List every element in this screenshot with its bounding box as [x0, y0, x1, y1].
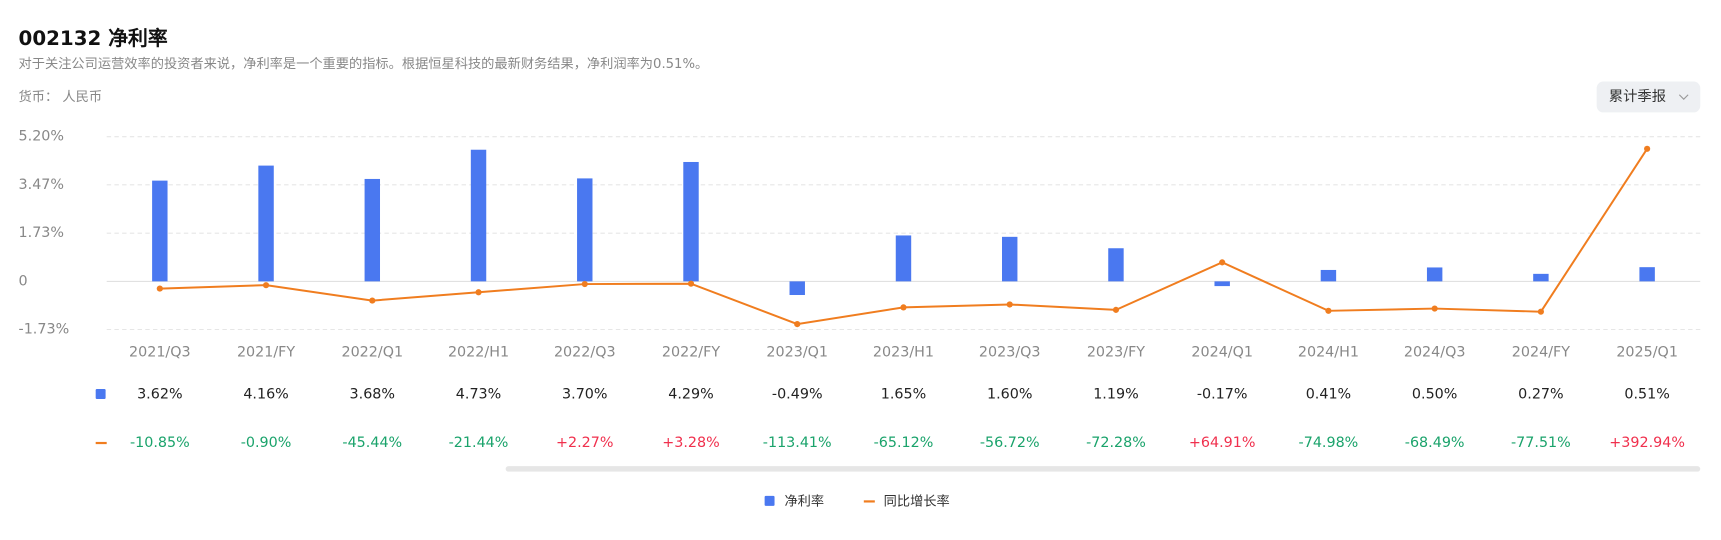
x-tick-label: 2022/Q1 — [341, 345, 403, 361]
value-label: 0.50% — [1412, 387, 1457, 403]
y-tick-label: 1.73% — [19, 225, 64, 241]
line-point — [262, 282, 270, 289]
value-label: +392.94% — [1609, 435, 1685, 451]
x-tick-label: 2024/Q1 — [1191, 345, 1253, 361]
x-tick-label: 2022/FY — [662, 345, 720, 361]
value-label: +64.91% — [1189, 435, 1256, 451]
bar — [1533, 273, 1549, 282]
table-legend-icon — [95, 389, 106, 399]
bar — [577, 178, 593, 282]
value-label: -68.49% — [1405, 435, 1465, 451]
bar — [1320, 269, 1337, 282]
value-label: -10.85% — [130, 435, 190, 451]
bar — [1002, 236, 1018, 282]
line-point — [1325, 307, 1332, 314]
y-tick-label: 5.20% — [19, 129, 64, 145]
bar — [895, 235, 912, 282]
line-point — [475, 289, 482, 296]
currency: 货币： 人民币 — [19, 88, 103, 105]
x-tick-label: 2024/Q3 — [1404, 345, 1466, 361]
x-tick-label: 2024/FY — [1512, 345, 1570, 361]
value-label: -0.90% — [241, 435, 292, 451]
x-tick-label: 2024/H1 — [1298, 345, 1359, 361]
value-label: -56.72% — [980, 435, 1040, 451]
bar — [1214, 281, 1230, 287]
value-label: -72.28% — [1086, 435, 1146, 451]
line-point — [1431, 305, 1438, 312]
bar — [789, 281, 805, 296]
y-tick-label: -1.73% — [19, 322, 70, 338]
value-label: 1.19% — [1093, 387, 1138, 403]
x-tick-label: 2023/Q3 — [979, 345, 1041, 361]
value-label: 1.65% — [881, 387, 926, 403]
period-button[interactable] — [1596, 81, 1701, 113]
line-point — [1219, 259, 1226, 266]
x-tick-label: 2021/Q3 — [129, 345, 191, 361]
subtitle: 对于关注公司运营效率的投资者来说，净利率是一个重要的指标。根据恒星科技的最新财务… — [19, 55, 709, 72]
value-label: -74.98% — [1299, 435, 1359, 451]
value-label: -45.44% — [342, 435, 402, 451]
value-label: 0.51% — [1624, 387, 1669, 403]
bar — [1108, 248, 1124, 282]
line-point — [1006, 301, 1013, 308]
line-point — [1644, 145, 1651, 152]
title: 002132 净利率 — [19, 27, 168, 50]
value-label: -0.17% — [1197, 387, 1248, 403]
line-point — [794, 321, 801, 328]
bar — [258, 165, 274, 282]
value-label: -65.12% — [874, 435, 934, 451]
line-point — [369, 297, 376, 304]
value-label: 4.16% — [243, 387, 288, 403]
bar — [683, 161, 699, 282]
dropdown-icon — [1678, 94, 1689, 100]
value-label: -77.51% — [1511, 435, 1571, 451]
x-tick-label: 2023/FY — [1087, 345, 1145, 361]
line-point — [156, 285, 163, 292]
line-point — [1112, 306, 1120, 313]
x-tick-label: 2023/H1 — [873, 345, 934, 361]
value-label: 0.27% — [1518, 387, 1563, 403]
period-button-label[interactable]: 累计季报 — [1609, 88, 1666, 105]
bar — [364, 178, 381, 282]
value-label: 3.68% — [350, 387, 395, 403]
x-tick-label: 2022/H1 — [448, 345, 509, 361]
bar — [152, 180, 168, 282]
legend-label: 净利率 — [784, 492, 824, 509]
value-label: 4.73% — [456, 387, 501, 403]
value-label: -21.44% — [449, 435, 509, 451]
value-label: 4.29% — [668, 387, 713, 403]
line-point — [687, 280, 695, 287]
legend-icon — [764, 495, 775, 506]
legend-label: 同比增长率 — [884, 492, 950, 509]
line-point — [581, 280, 588, 288]
value-label: 3.70% — [562, 387, 607, 403]
line-point — [900, 304, 907, 311]
x-tick-label: 2023/Q1 — [766, 345, 828, 361]
y-tick-label: 0 — [19, 273, 28, 289]
value-label: -0.49% — [772, 387, 823, 403]
scrollbar[interactable] — [505, 466, 1701, 472]
line-point — [1537, 308, 1544, 315]
bar — [1426, 267, 1443, 282]
value-label: 1.60% — [987, 387, 1032, 403]
value-label: -113.41% — [763, 435, 832, 451]
bar — [1639, 267, 1655, 282]
y-tick-label: 3.47% — [19, 177, 64, 193]
value-label: +2.27% — [556, 435, 613, 451]
value-label: 3.62% — [137, 387, 182, 403]
x-tick-label: 2021/FY — [237, 345, 295, 361]
x-tick-label: 2025/Q1 — [1616, 345, 1678, 361]
bar — [470, 149, 487, 282]
x-tick-label: 2022/Q3 — [554, 345, 616, 361]
value-label: 0.41% — [1306, 387, 1351, 403]
value-label: +3.28% — [662, 435, 719, 451]
